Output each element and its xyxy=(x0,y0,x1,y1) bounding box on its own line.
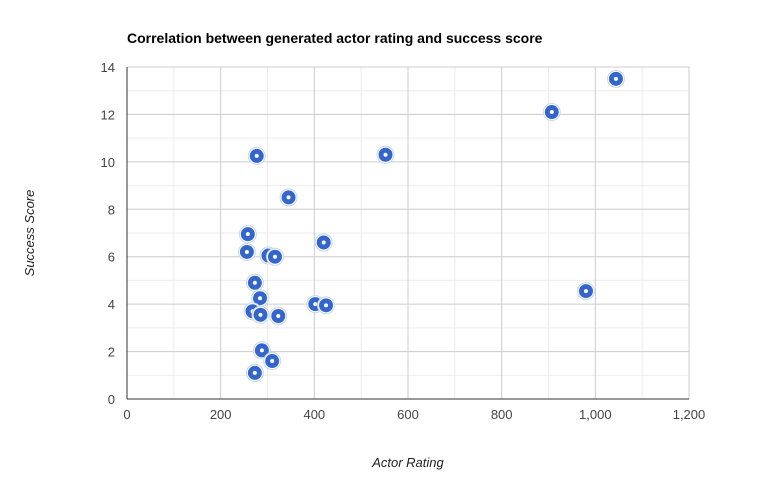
x-tick-label: 200 xyxy=(210,407,232,422)
data-point-highlight xyxy=(313,302,318,307)
data-point xyxy=(576,282,595,301)
data-point-highlight xyxy=(321,240,326,245)
data-point-highlight xyxy=(258,312,263,317)
x-tick-label: 800 xyxy=(491,407,513,422)
data-point-highlight xyxy=(613,76,618,81)
chart-title: Correlation between generated actor rati… xyxy=(127,30,543,46)
x-axis-title: Actor Rating xyxy=(371,455,444,470)
data-point-highlight xyxy=(549,110,554,115)
data-point xyxy=(245,363,264,382)
x-tick-label: 0 xyxy=(123,407,130,422)
data-point xyxy=(263,352,282,371)
y-tick-label: 14 xyxy=(101,60,115,75)
data-point xyxy=(247,146,266,165)
data-point xyxy=(376,145,395,164)
gridlines xyxy=(126,66,690,400)
data-point-highlight xyxy=(383,152,388,157)
tick-labels: 0 200 400 600 800 1,000 1,200 0 2 4 6 8 10 12 14 xyxy=(101,60,706,422)
data-point xyxy=(606,69,625,88)
x-tick-label: 1,000 xyxy=(579,407,612,422)
y-tick-label: 0 xyxy=(108,392,115,407)
x-tick-label: 600 xyxy=(397,407,419,422)
y-tick-label: 10 xyxy=(101,155,115,170)
data-point-highlight xyxy=(270,359,275,364)
data-point-highlight xyxy=(252,280,257,285)
data-point xyxy=(251,305,270,324)
data-point xyxy=(269,307,288,325)
y-tick-label: 2 xyxy=(108,345,115,360)
y-tick-label: 4 xyxy=(108,297,115,312)
y-tick-label: 6 xyxy=(108,250,115,265)
data-point xyxy=(265,247,284,266)
data-point-highlight xyxy=(259,348,264,353)
data-point-highlight xyxy=(324,303,329,308)
data-point xyxy=(542,103,561,122)
x-tick-label: 400 xyxy=(303,407,325,422)
data-point xyxy=(279,188,298,207)
data-point-highlight xyxy=(244,249,249,254)
data-point xyxy=(251,289,270,308)
data-point-highlight xyxy=(276,314,281,318)
data-point xyxy=(245,273,264,292)
data-point xyxy=(237,242,256,261)
data-point xyxy=(317,296,336,315)
y-tick-label: 12 xyxy=(101,107,115,122)
data-point xyxy=(314,233,333,252)
data-point-highlight xyxy=(583,289,588,294)
data-point-highlight xyxy=(254,153,259,158)
y-axis-title: Success Score xyxy=(22,190,37,277)
data-point-highlight xyxy=(272,254,277,259)
data-point-highlight xyxy=(286,195,291,200)
y-tick-label: 8 xyxy=(108,202,115,217)
data-points xyxy=(237,69,625,382)
data-point-highlight xyxy=(252,370,257,375)
data-point xyxy=(238,225,257,244)
x-tick-label: 1,200 xyxy=(673,407,706,422)
data-point-highlight xyxy=(245,232,250,237)
data-point-highlight xyxy=(258,296,263,301)
